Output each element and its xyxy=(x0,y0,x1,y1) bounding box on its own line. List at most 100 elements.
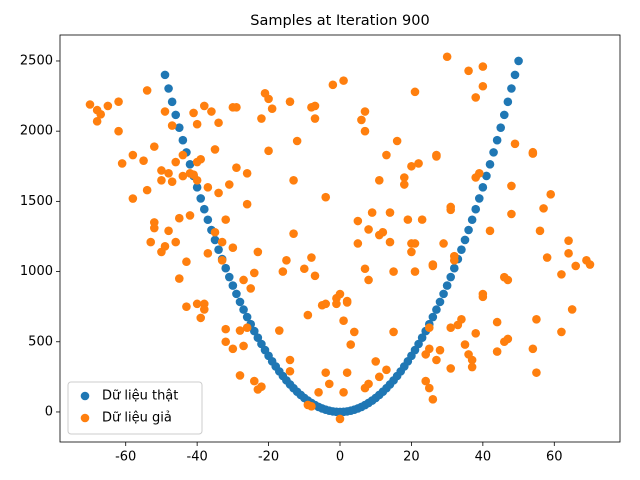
scatter-point xyxy=(174,213,184,223)
scatter-point xyxy=(242,199,252,209)
scatter-point xyxy=(496,123,506,132)
scatter-point xyxy=(399,180,409,189)
scatter-point xyxy=(360,126,370,136)
scatter-point xyxy=(335,289,345,299)
scatter-point xyxy=(217,237,227,247)
scatter-point xyxy=(564,236,573,245)
scatter-point xyxy=(199,101,209,111)
scatter-point xyxy=(157,176,166,185)
scatter-point xyxy=(414,159,423,168)
scatter-point xyxy=(117,159,127,168)
scatter-point xyxy=(449,251,459,261)
scatter-point xyxy=(528,149,538,158)
scatter-point xyxy=(232,103,241,112)
scatter-point xyxy=(557,327,566,337)
scatter-point xyxy=(571,261,581,271)
scatter-point xyxy=(424,344,434,354)
scatter-point xyxy=(478,289,488,299)
scatter-point xyxy=(274,326,284,335)
scatter-point xyxy=(210,227,220,237)
scatter-point xyxy=(171,237,181,247)
scatter-point xyxy=(239,275,248,285)
scatter-point xyxy=(289,229,298,238)
scatter-point xyxy=(292,136,302,146)
x-tick-label: 0 xyxy=(336,450,344,465)
scatter-point xyxy=(439,239,448,248)
scatter-point xyxy=(128,194,138,203)
scatter-point xyxy=(428,395,438,404)
y-tick-label: 2000 xyxy=(20,124,53,139)
scatter-point xyxy=(149,142,159,151)
scatter-point xyxy=(114,97,123,106)
scatter-point xyxy=(446,272,456,282)
scatter-point xyxy=(160,70,170,80)
scatter-point xyxy=(307,253,316,262)
scatter-point xyxy=(210,145,220,154)
scatter-point xyxy=(167,97,177,107)
scatter-point xyxy=(196,154,206,164)
scatter-point xyxy=(360,107,370,116)
scatter-point xyxy=(203,249,213,258)
scatter-point xyxy=(510,70,520,80)
scatter-point xyxy=(310,114,320,123)
scatter-point xyxy=(242,168,252,178)
scatter-point xyxy=(157,166,166,175)
scatter-point xyxy=(446,323,456,333)
scatter-point xyxy=(249,376,259,386)
scatter-point xyxy=(249,268,259,278)
scatter-point xyxy=(185,211,195,220)
chart-title: Samples at Iteration 900 xyxy=(250,13,430,29)
scatter-point xyxy=(332,299,341,309)
scatter-point xyxy=(267,104,277,114)
scatter-point xyxy=(321,299,331,309)
scatter-point xyxy=(224,180,234,189)
scatter-point xyxy=(196,194,206,203)
scatter-point xyxy=(239,305,248,314)
scatter-point xyxy=(242,312,252,322)
x-tick-label: -40 xyxy=(187,450,208,465)
scatter-point xyxy=(182,257,191,267)
scatter-point xyxy=(221,337,231,347)
scatter-point xyxy=(207,107,216,116)
scatter-point xyxy=(146,237,156,247)
scatter-point xyxy=(417,333,427,342)
scatter-point xyxy=(407,247,416,257)
legend-marker xyxy=(80,391,90,401)
scatter-point xyxy=(342,298,352,307)
scatter-point xyxy=(103,101,113,111)
scatter-point xyxy=(303,310,313,320)
scatter-point xyxy=(478,183,488,192)
scatter-point xyxy=(378,227,388,237)
y-tick-label: 2500 xyxy=(20,53,53,68)
scatter-point xyxy=(199,305,209,314)
scatter-point xyxy=(528,344,538,354)
scatter-point xyxy=(432,355,441,365)
scatter-point xyxy=(399,173,409,182)
scatter-point xyxy=(285,355,295,365)
scatter-point xyxy=(174,123,184,132)
scatter-point xyxy=(282,256,291,265)
scatter-point xyxy=(214,245,223,254)
y-tick-label: 1000 xyxy=(20,264,53,279)
scatter-point xyxy=(174,274,184,283)
scatter-point xyxy=(510,139,520,149)
scatter-point xyxy=(142,86,152,95)
scatter-point xyxy=(264,146,273,156)
scatter-point xyxy=(499,110,509,120)
scatter-point xyxy=(310,271,320,281)
scatter-point xyxy=(160,107,170,116)
scatter-point xyxy=(435,345,445,355)
scatter-point xyxy=(442,281,452,290)
scatter-point xyxy=(364,275,373,285)
scatter-point xyxy=(249,326,259,336)
scatter-point xyxy=(192,176,202,185)
scatter-point xyxy=(192,119,202,129)
scatter-point xyxy=(253,247,263,257)
scatter-point xyxy=(567,305,577,314)
axes-frame xyxy=(59,34,621,443)
scatter-point xyxy=(360,264,370,274)
y-tick-label: 0 xyxy=(45,404,53,419)
scatter-point xyxy=(357,115,366,125)
